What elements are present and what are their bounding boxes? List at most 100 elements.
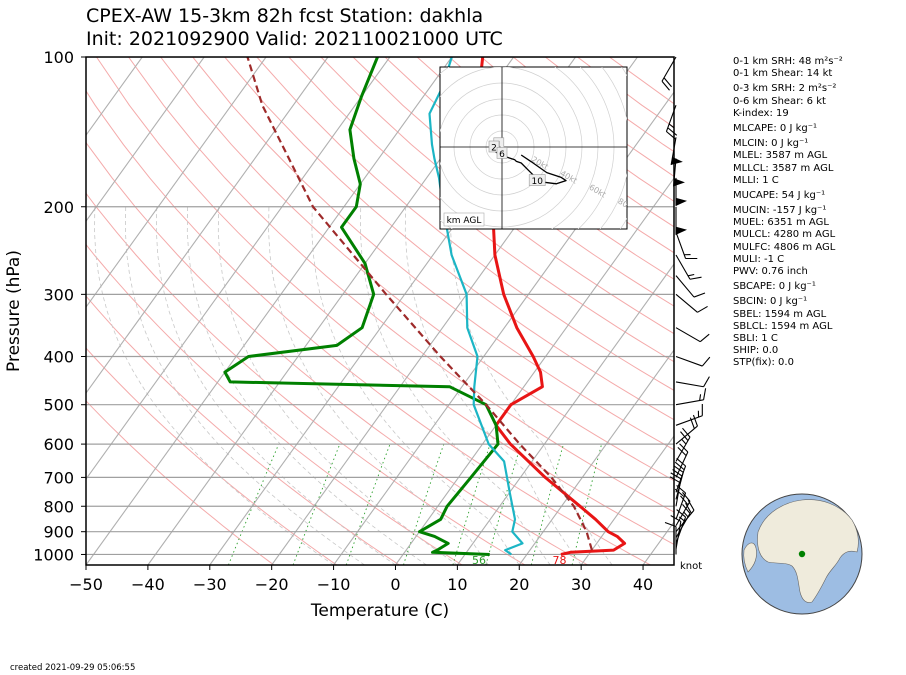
- wind-barb-half-flag: [683, 511, 689, 518]
- wind-barb-flag: [673, 465, 684, 473]
- dry-adiabat-line: [86, 141, 588, 565]
- moist-adiabat-line: [186, 206, 427, 565]
- moist-adiabat-line: [404, 206, 582, 565]
- y-tick-label: 900: [43, 523, 74, 542]
- y-tick-label: 600: [43, 435, 74, 454]
- parcel-profile: [246, 57, 593, 551]
- stability-indices: 0-1 km SRH: 48 m²s⁻² 0-1 km Shear: 14 kt 0…: [733, 56, 843, 370]
- stability-index-row: MUCIN: -157 J kg⁻¹: [733, 205, 827, 217]
- wind-barb: [675, 388, 707, 406]
- isotherm-line: [86, 57, 205, 223]
- isotherm-line: [518, 349, 674, 565]
- wind-barb-half-flag: [681, 438, 687, 445]
- wind-barb-staff: [675, 436, 691, 462]
- wind-barb: [675, 376, 710, 388]
- y-tick-label: 500: [43, 396, 74, 415]
- hodograph-height-box: [488, 140, 500, 153]
- wind-barb: [675, 327, 710, 343]
- hodograph-box: [439, 66, 628, 230]
- stability-index-row: MUEL: 6351 m AGL: [733, 217, 829, 229]
- stability-index-row: SBLCL: 1594 m AGL: [733, 320, 833, 332]
- y-tick-label: 700: [43, 468, 74, 487]
- hodograph-unit-box: [443, 212, 485, 227]
- wind-barb-flag: [685, 257, 698, 260]
- wind-barb: [675, 275, 706, 298]
- isotherm-line: [395, 177, 674, 565]
- wind-barb: [675, 443, 689, 478]
- wind-barb-staff: [675, 293, 698, 313]
- wind-barb-pennant: [676, 197, 687, 206]
- wind-barb-staff: [665, 105, 677, 132]
- isotherm-line: [456, 263, 674, 565]
- wind-barb: [675, 492, 691, 526]
- dry-adiabat-line: [352, 57, 674, 307]
- mixing-ratio-line: [452, 443, 491, 565]
- dry-adiabat-line: [86, 347, 337, 565]
- wind-barb-pennant: [673, 178, 685, 187]
- x-axis-label: Temperature (C): [310, 601, 449, 621]
- x-tick-label: −50: [69, 575, 103, 594]
- moist-adiabat-line: [450, 206, 613, 565]
- x-tick-label: −10: [317, 575, 351, 594]
- wind-barb-flag: [667, 127, 678, 136]
- stability-index-row: SHIP: 0.0: [733, 345, 779, 357]
- dry-adiabat-line: [384, 57, 674, 280]
- wind-barb-half-flag: [668, 123, 675, 129]
- wind-barb: [675, 254, 702, 280]
- dry-adiabat-line: [86, 295, 400, 565]
- stability-index-row: SBCIN: 0 J kg⁻¹: [733, 296, 808, 308]
- wind-barb-pennant: [676, 226, 687, 235]
- wind-barb-staff: [675, 501, 691, 526]
- wind-barb-flag: [703, 388, 707, 400]
- hodograph-height-label: 2: [491, 144, 497, 154]
- wind-barb-flag: [689, 276, 702, 280]
- wind-barb-flag: [664, 521, 677, 528]
- globe-land-americas: [743, 542, 757, 573]
- station-marker: [798, 550, 806, 558]
- wind-barb-flag: [666, 131, 676, 140]
- hodograph-height-label: 6: [499, 150, 505, 160]
- wind-barb-staff: [675, 254, 691, 280]
- created-timestamp: created 2021-09-29 05:06:55: [10, 663, 136, 673]
- wind-barb-staff: [675, 509, 695, 533]
- moist-adiabat-line: [268, 206, 489, 565]
- stability-index-row: 0-1 km SRH: 48 m²s⁻²: [733, 56, 843, 67]
- stability-index-row: 0-6 km Shear: 6 kt: [733, 95, 826, 107]
- stability-index-row: MLCIN: 0 J kg⁻¹: [733, 138, 809, 150]
- moist-adiabat-line: [94, 206, 334, 565]
- wind-barb: [675, 232, 698, 260]
- wind-barb: [675, 404, 703, 426]
- stability-index-row: SBLI: 1 C: [733, 332, 778, 344]
- chart-title-line2: Init: 2021092900 Valid: 202110021000 UTC: [86, 28, 503, 50]
- wind-barb-flag: [669, 476, 681, 484]
- stability-index-row: MULCL: 4280 m AGL: [733, 229, 836, 241]
- stability-index-row: 0-1 km Shear: 14 kt: [733, 68, 833, 80]
- wetbulb-profile: [428, 57, 524, 556]
- hodograph-ring-label: 80kt: [616, 197, 636, 214]
- wind-barb-staff: [675, 451, 689, 478]
- stability-index-row: MLLI: 1 C: [733, 174, 779, 186]
- stability-index-row: 0-3 km SRH: 2 m²s⁻²: [733, 83, 837, 95]
- wind-barb-flag: [692, 414, 698, 427]
- wind-barb-half-flag: [697, 410, 700, 418]
- stability-index-row: MLLCL: 3587 m AGL: [733, 162, 834, 174]
- wind-barb-flag: [676, 458, 686, 467]
- dry-adiabat-line: [192, 57, 674, 451]
- dry-adiabat-line: [86, 400, 275, 565]
- wind-barb-flag: [672, 469, 683, 477]
- wind-barb: [675, 293, 708, 313]
- dry-adiabat-line: [86, 192, 526, 565]
- wind-barb-staff: [675, 465, 687, 493]
- stability-index-row: MLCAPE: 0 J kg⁻¹: [733, 122, 818, 134]
- wind-barb: [674, 458, 687, 493]
- wind-barb-staff: [675, 399, 704, 406]
- wind-barb-pennant: [671, 156, 683, 165]
- wind-barb: [675, 355, 711, 367]
- wind-barb-staff: [661, 56, 677, 82]
- wind-barb-flag: [674, 461, 685, 471]
- chart-title-line1: CPEX-AW 15-3km 82h fcst Station: dakhla: [86, 5, 484, 27]
- location-globe: [741, 493, 863, 615]
- wind-barb-flag: [685, 502, 692, 514]
- wind-barb-flag: [701, 356, 711, 367]
